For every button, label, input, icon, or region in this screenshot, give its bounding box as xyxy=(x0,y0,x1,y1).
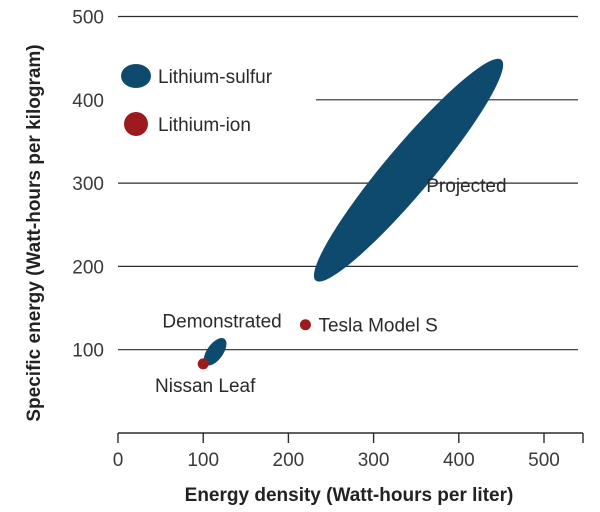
tick-labels: 100 200 300 400 500 0 100 200 300 400 500 xyxy=(72,8,560,472)
x-tick-label: 500 xyxy=(528,450,560,471)
grid-lines xyxy=(118,15,578,351)
label-demonstrated: Demonstrated xyxy=(162,312,281,333)
y-tick-label: 100 xyxy=(72,341,104,362)
legend-label: Lithium-sulfur xyxy=(158,67,273,88)
label-tesla-model-s: Tesla Model S xyxy=(318,316,437,337)
x-tick-label: 0 xyxy=(113,450,124,471)
point-nissan-leaf xyxy=(197,358,209,370)
x-tick-label: 100 xyxy=(187,450,219,471)
axes xyxy=(117,432,584,443)
y-tick-label: 300 xyxy=(72,174,104,195)
legend: Lithium-sulfur Lithium-ion xyxy=(121,64,273,136)
data-labels: Demonstrated Projected Nissan Leaf Tesla Mo… xyxy=(155,176,507,397)
data-marks xyxy=(197,58,504,370)
label-projected: Projected xyxy=(426,176,506,197)
y-tick-label: 400 xyxy=(72,91,104,112)
y-axis-title: Specific energy (Watt-hours per kilogram… xyxy=(24,44,45,421)
x-tick-label: 300 xyxy=(358,450,390,471)
x-tick-label: 200 xyxy=(273,450,305,471)
x-tick-label: 400 xyxy=(443,450,475,471)
region-projected xyxy=(313,58,504,282)
legend-swatch-lithium-sulfur xyxy=(121,64,151,88)
label-nissan-leaf: Nissan Leaf xyxy=(155,376,256,397)
y-tick-label: 500 xyxy=(72,8,104,29)
legend-label: Lithium-ion xyxy=(158,115,251,136)
x-axis-title: Energy density (Watt-hours per liter) xyxy=(185,485,514,506)
point-tesla-model-s xyxy=(299,319,311,331)
y-tick-label: 200 xyxy=(72,257,104,278)
region-demonstrated xyxy=(203,338,227,366)
legend-swatch-lithium-ion xyxy=(124,112,148,136)
